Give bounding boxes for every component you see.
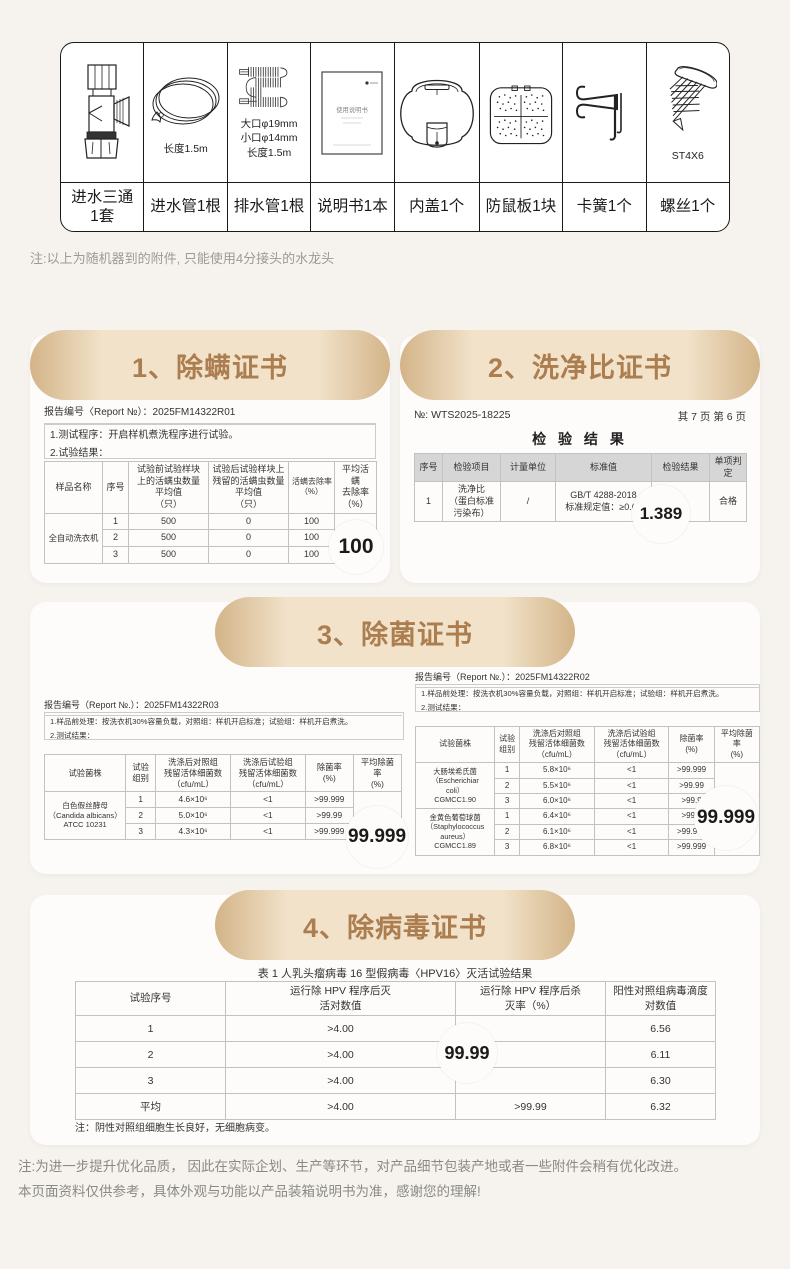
svg-text:使用说明书: 使用说明书 — [337, 105, 368, 114]
